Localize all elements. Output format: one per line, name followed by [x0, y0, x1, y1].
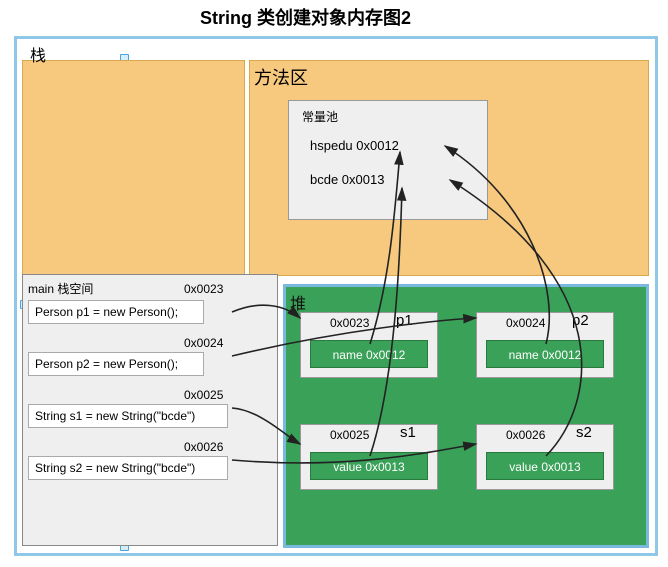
- heap-obj-addr: 0x0026: [506, 428, 545, 442]
- heap-field: value 0x0013: [310, 452, 428, 480]
- method-area-label: 方法区: [254, 64, 308, 90]
- heap-obj-name: s2: [576, 424, 592, 441]
- stack-label: 栈: [30, 42, 46, 66]
- heap-field: name 0x0012: [310, 340, 428, 368]
- heap-field: name 0x0012: [486, 340, 604, 368]
- heap-obj-addr: 0x0024: [506, 316, 545, 330]
- heap-obj-name: p1: [396, 312, 413, 329]
- stack-item-addr: 0x0025: [184, 388, 223, 402]
- constant-pool-label: 常量池: [302, 108, 338, 125]
- stack-item-addr: 0x0024: [184, 336, 223, 350]
- heap-field: value 0x0013: [486, 452, 604, 480]
- stack-item: Person p2 = new Person();: [28, 352, 204, 376]
- stack-frame-label: main 栈空间: [28, 280, 93, 297]
- stack-item: String s1 = new String("bcde"): [28, 404, 228, 428]
- diagram-title: String 类创建对象内存图2: [200, 4, 411, 30]
- stack-item: Person p1 = new Person();: [28, 300, 204, 324]
- heap-obj-addr: 0x0023: [330, 316, 369, 330]
- heap-obj-addr: 0x0025: [330, 428, 369, 442]
- heap-obj-name: s1: [400, 424, 416, 441]
- heap-label: 堆: [290, 290, 306, 314]
- const-entry: hspedu 0x0012: [310, 138, 399, 153]
- stack-item: String s2 = new String("bcde"): [28, 456, 228, 480]
- heap-obj-name: p2: [572, 312, 589, 329]
- stack-item-addr: 0x0023: [184, 282, 223, 296]
- stack-item-addr: 0x0026: [184, 440, 223, 454]
- const-entry: bcde 0x0013: [310, 172, 384, 187]
